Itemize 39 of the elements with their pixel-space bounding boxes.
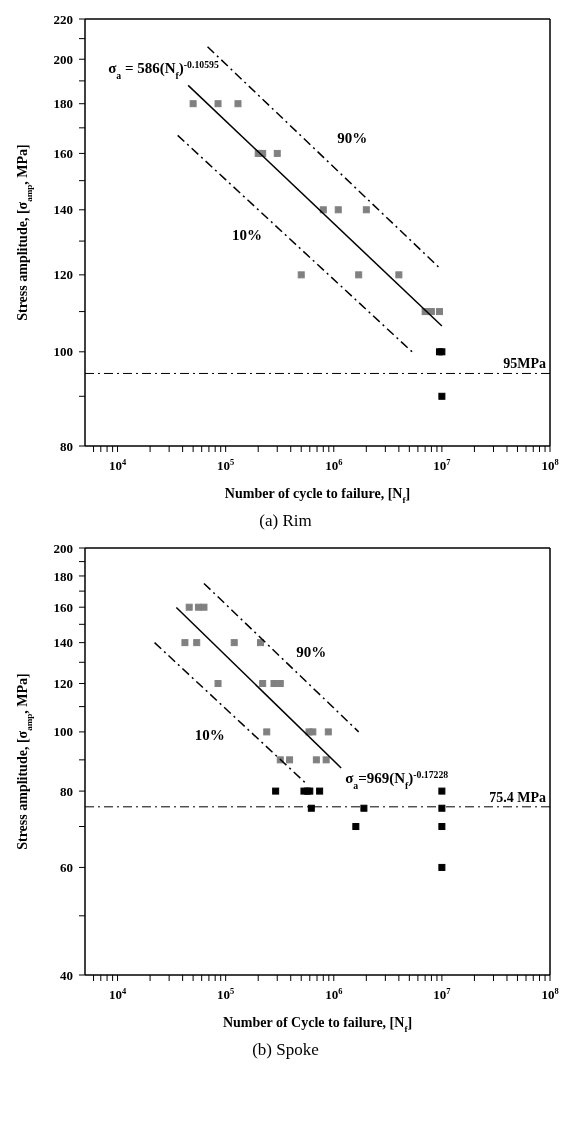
x-tick-label: 10$^{8}$ [541,986,559,1002]
x-tick-label: 10$^{8}$ [541,457,559,473]
y-tick-label: 120 [53,676,73,692]
y-tick-label: 100 [53,344,73,360]
y-tick-label: 180 [53,568,73,584]
text: (b) Spoke [251,1040,320,1060]
x-tick-label: 10$^{6}$ [325,457,343,473]
y-tick-label: 200 [53,51,73,67]
x-axis-title: Number of cycle to failure, [N$_{f}$] [224,486,411,505]
series-label: σ$_{a}$ = 586(N$_{f}$)$^{-0.10595}$ [108,58,219,81]
series-label: 90% [296,643,327,660]
x-tick-label: 10$^{7}$ [433,457,452,473]
series-label: 90% [337,130,368,147]
y-tick-label: 120 [53,267,73,283]
series-label: 10% [194,726,225,743]
y-tick-label: 80 [60,438,73,454]
x-tick-label: 10$^{5}$ [217,986,235,1002]
y-tick-label: 160 [53,599,73,615]
y-tick-label: 60 [60,859,73,875]
x-tick-label: 10$^{6}$ [325,986,343,1002]
x-tick-label: 10$^{5}$ [217,457,235,473]
x-tick-label: 10$^{7}$ [433,986,452,1002]
ref-line-label: 95MPa [503,356,546,372]
text: (a) Rim [258,511,313,531]
y-tick-label: 140 [53,635,73,651]
ref-line-label: 75.4 MPa [489,789,546,805]
series-label: 10% [231,226,262,243]
y-tick-label: 80 [60,783,73,799]
series-label: σ$_{a}$=969(N$_{f}$)$^{-0.17228}$ [345,768,449,791]
y-tick-label: 100 [53,724,73,740]
y-tick-label: 180 [53,96,73,112]
y-tick-label: 40 [60,967,73,983]
x-tick-label: 10$^{4}$ [108,457,127,473]
y-tick-label: 160 [53,145,73,161]
y-tick-label: 200 [53,540,73,556]
x-axis-title: Number of Cycle to failure, [N$_{f}$] [222,1015,413,1034]
x-tick-label: 10$^{4}$ [108,986,127,1002]
y-tick-label: 220 [53,11,73,27]
y-tick-label: 140 [53,202,73,218]
